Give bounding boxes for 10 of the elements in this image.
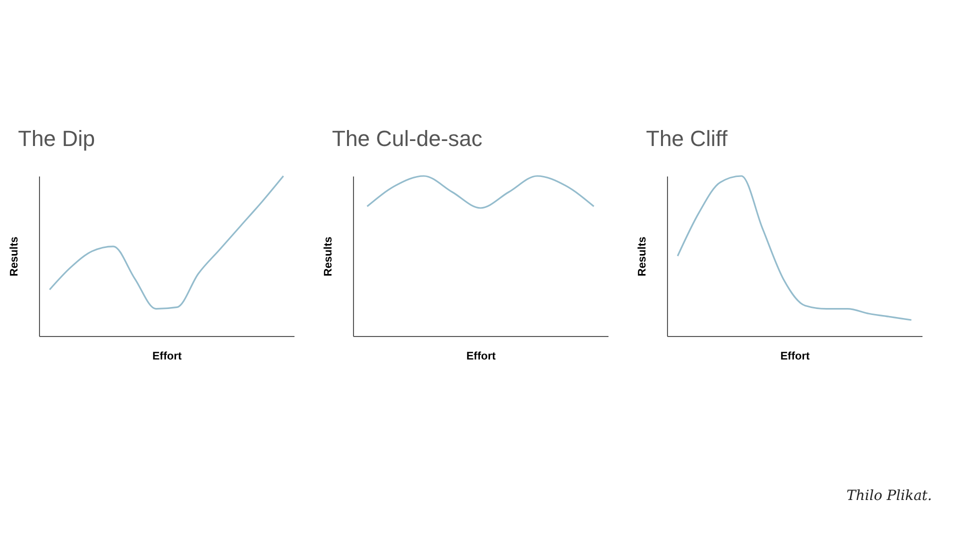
chart-title: The Dip <box>18 126 96 152</box>
y-axis-title: Results <box>636 236 648 276</box>
x-axis-title: Effort <box>466 350 496 362</box>
x-axis-title: Effort <box>780 350 810 362</box>
text: Thilo Plikat. <box>846 488 932 504</box>
chart-title: The Cliff <box>646 126 728 152</box>
y-axis-title: Results <box>322 236 334 276</box>
y-axis-title: Results <box>8 236 20 276</box>
chart-title: The Cul-de-sac <box>332 126 482 152</box>
x-axis-title: Effort <box>152 350 182 362</box>
